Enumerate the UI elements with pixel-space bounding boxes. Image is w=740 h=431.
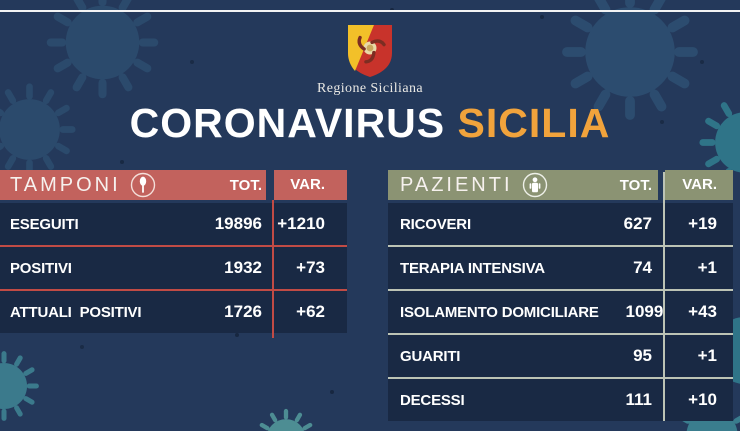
pazienti-table: PAZIENTI TOT. VAR. RICOVERI 627 +19 TERAPIA… — [388, 170, 733, 421]
row-variation-value: +73 — [296, 258, 325, 277]
row-total-value: 1099 — [625, 302, 664, 321]
virus-decoration-icon — [255, 408, 317, 431]
tamponi-table-title: TAMPONI — [10, 173, 121, 196]
table-row: RICOVERI 627 +19 — [388, 203, 733, 245]
table-row: ESEGUITI 19896 +1210 — [0, 203, 347, 245]
row-label: ESEGUITI — [10, 215, 79, 233]
pazienti-tot-column-header: TOT. — [619, 176, 652, 194]
background-speckles — [0, 0, 4, 4]
table-row: ATTUALI POSITIVI 1726 +62 — [0, 289, 347, 333]
pazienti-table-header: PAZIENTI TOT. VAR. — [388, 170, 733, 200]
table-row: GUARITI 95 +1 — [388, 333, 733, 377]
row-total-value: 74 — [633, 258, 652, 277]
pazienti-column-divider-line — [663, 172, 665, 421]
top-divider-line — [0, 10, 740, 12]
row-total-value: 19896 — [214, 214, 262, 233]
sicily-crest-icon — [348, 25, 392, 77]
patient-icon — [522, 172, 548, 198]
header-gap — [266, 170, 274, 200]
row-total-value: 627 — [623, 214, 652, 233]
tamponi-var-column-header: VAR. — [274, 170, 347, 200]
pazienti-var-column-header: VAR. — [665, 170, 733, 200]
row-label: ATTUALI POSITIVI — [10, 303, 142, 321]
title-coronavirus: CORONAVIRUS — [129, 100, 446, 146]
pazienti-header-main: PAZIENTI TOT. — [388, 170, 658, 200]
tamponi-tot-column-header: TOT. — [229, 176, 262, 194]
row-total-value: 111 — [625, 390, 653, 409]
row-label: DECESSI — [400, 391, 465, 409]
row-variation-value: +43 — [688, 302, 717, 321]
tamponi-column-divider-line — [272, 200, 274, 338]
title-sicilia: SICILIA — [457, 100, 611, 146]
row-total-value: 95 — [633, 346, 652, 365]
table-row: TERAPIA INTENSIVA 74 +1 — [388, 245, 733, 289]
row-variation-value: +19 — [688, 214, 717, 233]
swab-icon — [130, 172, 156, 198]
tamponi-table: TAMPONI TOT. VAR. ESEGUITI 19896 +1210 POSI… — [0, 170, 347, 338]
row-label: TERAPIA INTENSIVA — [400, 259, 545, 277]
tamponi-header-main: TAMPONI TOT. — [0, 170, 266, 200]
row-variation-value: +62 — [296, 302, 325, 321]
tamponi-table-body: ESEGUITI 19896 +1210 POSITIVI 1932 +73 ATTUALI… — [0, 203, 347, 333]
row-variation-value: +1 — [697, 346, 717, 365]
virus-decoration-icon — [0, 350, 40, 422]
regione-siciliana-logo: Regione Siciliana — [0, 24, 740, 97]
pazienti-table-body: RICOVERI 627 +19 TERAPIA INTENSIVA 74 +1 ISOLA… — [388, 203, 733, 421]
row-label: GUARITI — [400, 347, 461, 365]
row-total-value: 1932 — [224, 258, 262, 277]
row-variation-value: +10 — [688, 390, 717, 409]
row-label: POSITIVI — [10, 259, 72, 277]
table-row: DECESSI 111 +10 — [388, 377, 733, 421]
row-total-value: 1726 — [224, 302, 262, 321]
table-row: POSITIVI 1932 +73 — [0, 245, 347, 289]
row-label: ISOLAMENTO DOMICILIARE — [400, 303, 599, 321]
tamponi-table-header: TAMPONI TOT. VAR. — [0, 170, 347, 200]
row-variation-value: +1210 — [277, 214, 325, 233]
table-row: ISOLAMENTO DOMICILIARE 1099 +43 — [388, 289, 733, 333]
logo-caption: Regione Siciliana — [317, 81, 423, 96]
row-label: RICOVERI — [400, 215, 471, 233]
pazienti-table-title: PAZIENTI — [400, 173, 513, 196]
row-variation-value: +1 — [697, 258, 717, 277]
page-title: CORONAVIRUS SICILIA — [0, 98, 740, 148]
